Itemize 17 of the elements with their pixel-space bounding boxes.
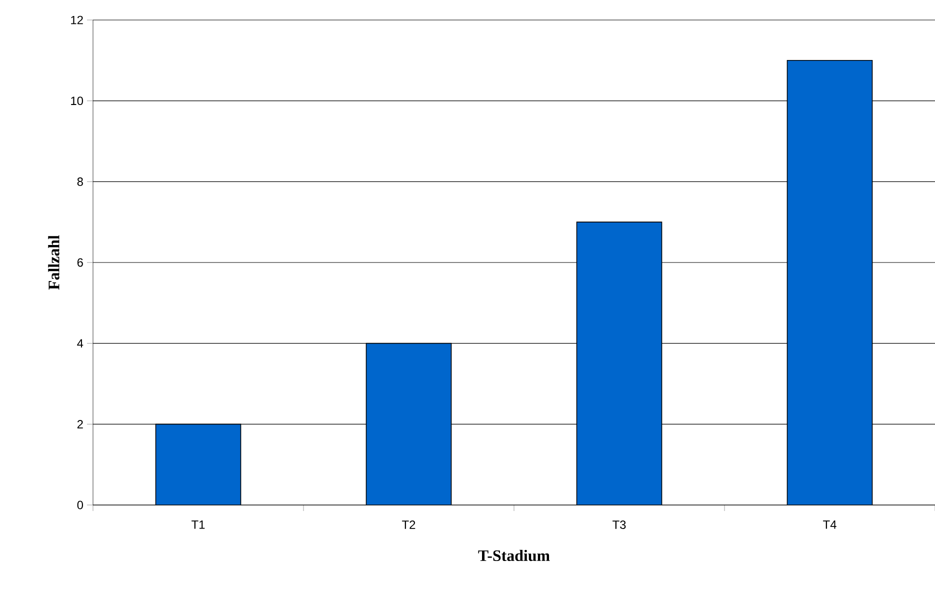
y-tick-label: 6	[77, 258, 83, 267]
bar	[786, 60, 873, 505]
y-tick-label: 12	[71, 16, 83, 24]
y-tick-label: 8	[77, 177, 83, 186]
x-tick-label: T3	[612, 520, 626, 529]
y-tick-label: 0	[77, 500, 84, 510]
y-tick-label: 2	[77, 420, 83, 428]
bar	[366, 342, 452, 505]
x-tick-label: T2	[402, 520, 416, 529]
y-axis-title: Fallzahl	[48, 235, 60, 290]
x-tick-label: T1	[192, 520, 205, 529]
x-axis-title: T-Stadium	[478, 550, 550, 562]
x-tick-label: T4	[823, 520, 836, 529]
y-tick-label: 10	[71, 96, 84, 106]
y-tick-label: 4	[77, 339, 84, 348]
bar	[155, 424, 242, 505]
bar	[576, 222, 662, 505]
